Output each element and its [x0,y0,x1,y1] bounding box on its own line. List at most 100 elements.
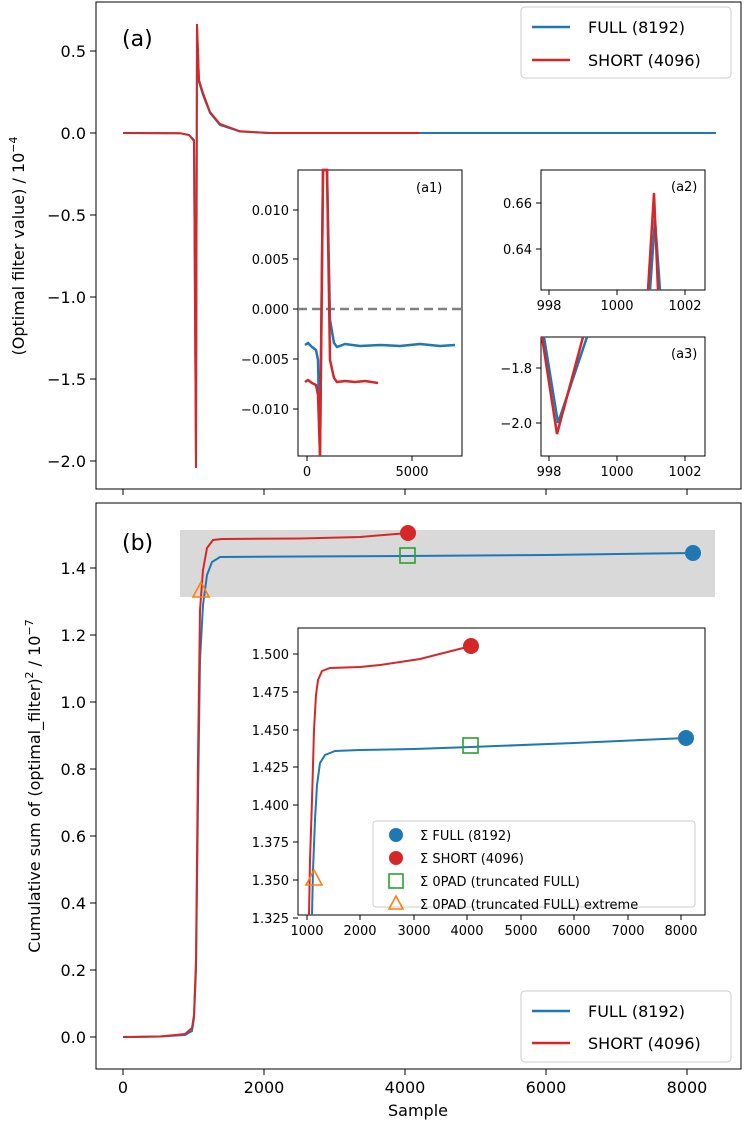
inset-a1-ytick-label: −0.010 [241,403,289,418]
panel-b-ytick-label: 1.2 [61,626,86,645]
inset-b-marker-full [678,730,694,746]
panel-a-frame [95,1,742,490]
inset-a3-ytick-label: −1.8 [500,362,532,377]
inset-b-xtick-label: 3000 [397,924,430,939]
inset-a1-frame [297,169,463,457]
inset-a1-xtick-label: 0 [303,465,311,480]
panel-b-xtick-label: 4000 [385,1078,426,1097]
inset-a2-xtick-label: 1002 [668,299,701,314]
panel-b-legend: FULL (8192) SHORT (4096) [520,990,732,1063]
inset-b-ytick-label: 1.450 [252,724,289,739]
inset-a2-short-line [646,192,660,291]
inset-a2: (a2) 0.66 0.64 998 1000 1002 [503,169,706,314]
panel-b-tag: (b) [122,531,153,556]
panel-b-full-line [122,552,694,1038]
inset-a2-tag: (a2) [671,180,697,195]
panel-a-ytick-label: −1.5 [47,370,86,389]
panel-a-ylabel: (Optimal filter value) / 10−4 [7,136,28,355]
panel-b-ytick-label: 1.4 [61,559,86,578]
inset-b-xtick-label: 6000 [557,924,590,939]
panel-b-ytick-label: 0.0 [61,1028,86,1047]
panel-b-legend-short-label: SHORT (4096) [588,1034,701,1053]
panel-b-marker-extreme [191,580,211,598]
inset-a3-xtick-label: 1000 [600,465,633,480]
panel-b-ytick-label: 0.8 [61,760,86,779]
inset-b-xtick-label: 7000 [611,924,644,939]
inset-b-xtick-label: 2000 [343,924,376,939]
panel-a-ytick-label: −1.0 [47,288,86,307]
inset-a3-short-line [540,336,585,435]
inset-a1-ytick-label: 0.000 [252,303,289,318]
panel-b-xtick-label: 8000 [667,1078,708,1097]
inset-a3-xtick-label: 998 [537,465,562,480]
panel-b-ytick-label: 0.6 [61,827,86,846]
inset-b-legend-extreme-swatch [387,894,405,910]
panel-b-ytick-label: 0.2 [61,961,86,980]
inset-a2-ytick-label: 0.64 [503,243,532,258]
panel-b-ylabel: Cumulative sum of (optimal_filter)2 / 10… [23,619,45,952]
inset-b-ytick-label: 1.375 [252,836,289,851]
panel-a-ytick-label: −0.5 [47,206,86,225]
inset-b-ytick-label: 1.350 [252,874,289,889]
panel-b-short-line [122,532,409,1038]
inset-b-marker-zeropad [462,737,479,754]
inset-b-legend-box [372,820,696,908]
inset-b-xtick-label: 8000 [664,924,697,939]
inset-b-ytick-label: 1.325 [252,912,289,927]
inset-a1-xtick-label: 5000 [395,465,428,480]
inset-a2-xtick-label: 998 [537,299,562,314]
panel-a-legend-box [520,6,732,79]
inset-b-legend-zeropad-label: Σ 0PAD (truncated FULL) [420,875,580,890]
inset-b-ytick-label: 1.400 [252,799,289,814]
panel-a-legend-full-label: FULL (8192) [588,18,685,37]
inset-a1-ytick-label: 0.005 [252,253,289,268]
inset-b-legend-full-label: Σ FULL (8192) [420,829,511,844]
inset-b-legend-short-label: Σ SHORT (4096) [420,852,524,867]
panel-b-legend-full-label: FULL (8192) [588,1002,685,1021]
panel-b-marker-short [400,525,416,541]
inset-b-legend-extreme-label: Σ 0PAD (truncated FULL) extreme [420,898,638,913]
inset-b-xtick-label: 1000 [290,924,323,939]
panel-a-legend-short-label: SHORT (4096) [588,51,701,70]
inset-b-ytick-label: 1.500 [252,648,289,663]
inset-a1-short-line [304,168,379,457]
inset-a3-tag: (a3) [671,347,697,362]
inset-b-ytick-label: 1.425 [252,761,289,776]
inset-b-legend-zeropad-swatch [388,873,404,889]
inset-b-legend-short-swatch [389,851,403,865]
panel-a-short-line [122,23,420,469]
panel-b-xtick-label: 2000 [244,1078,285,1097]
panel-b-ytick-label: 0.4 [61,894,86,913]
inset-b: 1.500 1.475 1.450 1.425 1.400 1.375 1.35… [252,627,706,939]
inset-b-legend-full-swatch [389,828,403,842]
panel-b: (b) 1.4 1.2 1.0 0.8 0.6 0.4 0.2 0.0 0 20… [23,502,742,1120]
inset-b-xtick-label: 4000 [450,924,483,939]
inset-a3-xtick-label: 1002 [668,465,701,480]
inset-a3-full-line [542,336,589,424]
inset-b-ytick-label: 1.475 [252,686,289,701]
inset-b-legend: Σ FULL (8192) Σ SHORT (4096) Σ 0PAD (tru… [372,820,696,913]
inset-a1-tag: (a1) [416,181,442,196]
panel-a-xticks [122,489,688,495]
panel-b-xlabel: Sample [388,1101,448,1120]
panel-a-tag: (a) [122,27,153,52]
inset-b-xtick-label: 5000 [504,924,537,939]
panel-b-marker-full [685,545,701,561]
inset-a1-ytick-label: 0.010 [252,204,289,219]
panel-b-legend-box [520,990,732,1063]
panel-a: (a) 0.5 0.0 −0.5 −1.0 −1.5 −2.0 (Optimal… [7,1,742,495]
inset-a2-xtick-label: 1000 [600,299,633,314]
panel-a-yticks: 0.5 0.0 −0.5 −1.0 −1.5 −2.0 [47,42,96,471]
panel-b-marker-zeropad [399,547,416,564]
panel-b-frame [95,502,742,1070]
panel-b-ytick-label: 1.0 [61,693,86,712]
inset-a1: (a1) 0.010 0.005 0.000 −0.005 −0.010 0 5… [241,168,463,480]
panel-a-ytick-label: 0.5 [61,42,86,61]
inset-b-full-line [311,737,687,916]
panel-a-ytick-label: −2.0 [47,452,86,471]
inset-b-short-line [308,645,472,916]
inset-a3: (a3) −1.8 −2.0 998 1000 1002 [500,336,706,480]
inset-a3-ytick-label: −2.0 [500,417,532,432]
inset-a1-ytick-label: −0.005 [241,353,289,368]
